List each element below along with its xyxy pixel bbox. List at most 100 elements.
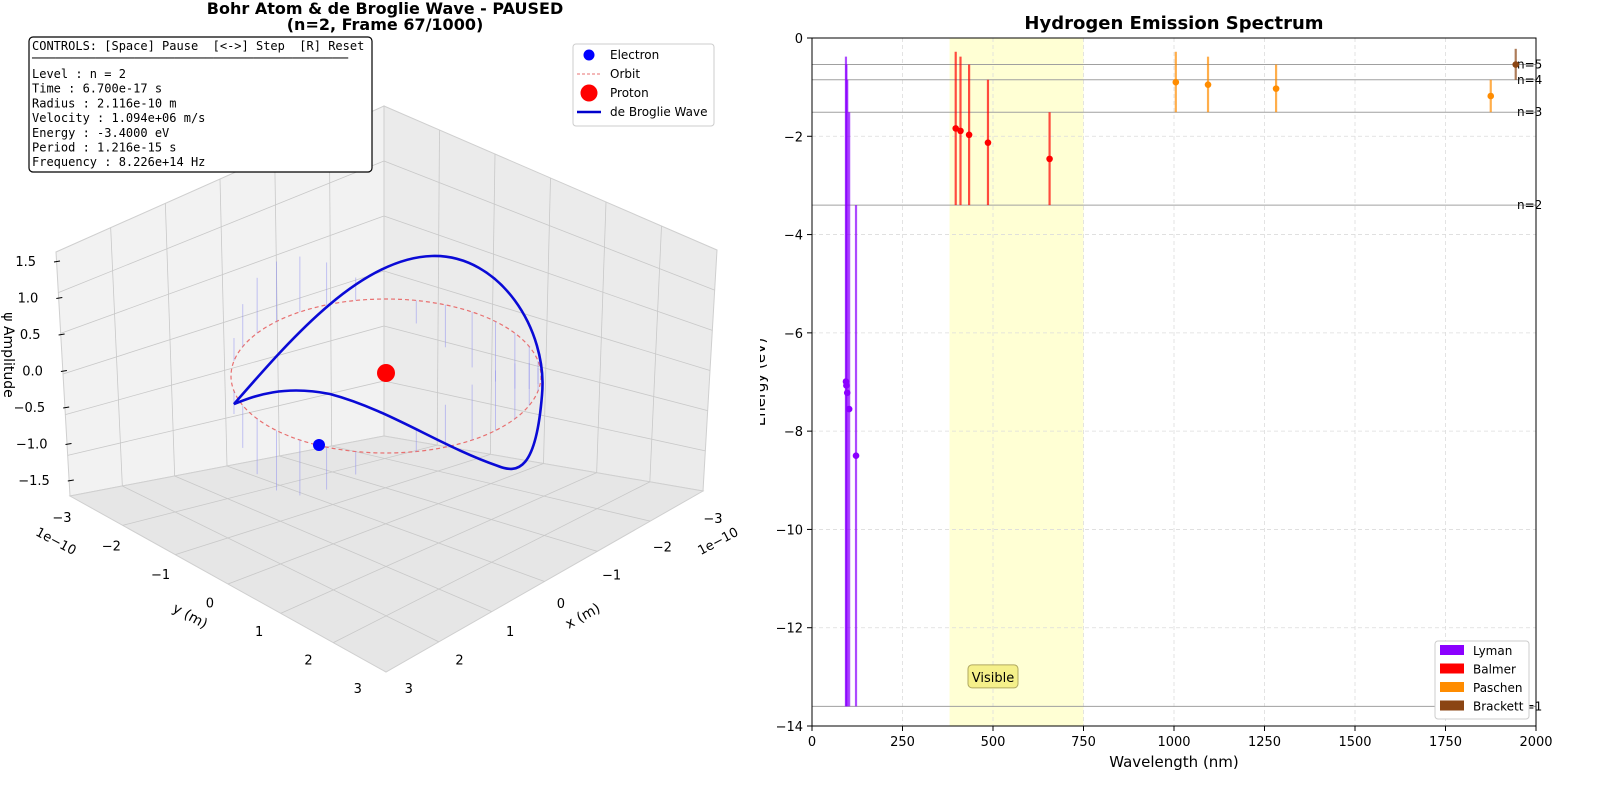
transition-marker (952, 125, 960, 132)
transition-marker (852, 452, 860, 460)
x-tick-label: −1 (602, 569, 621, 584)
svg-text:Electron: Electron (610, 48, 659, 62)
svg-text:Paschen: Paschen (1473, 681, 1523, 695)
bohr-3d-plot: Bohr Atom & de Broglie Wave - PAUSED (n=… (0, 0, 741, 697)
x-tick-label: 750 (1071, 735, 1096, 750)
y-tick-label: −8 (784, 425, 803, 440)
x-tick-label: 1 (506, 625, 514, 640)
visible-band (949, 38, 1084, 726)
z-tick-label: −1.5 (18, 474, 50, 489)
y-tick-label: 3 (354, 682, 362, 697)
svg-text:Brackett: Brackett (1473, 700, 1524, 714)
y-tick-label: −14 (776, 720, 803, 735)
svg-text:Visible: Visible (972, 671, 1014, 686)
x-tick-label: 3 (405, 682, 413, 697)
legend-item-orbit: Orbit (577, 67, 640, 81)
left-title-line1: Bohr Atom & de Broglie Wave - PAUSED (207, 0, 563, 18)
legend-item-lyman: Lyman (1440, 644, 1512, 658)
info-row: Energy : -3.4000 eV (32, 126, 169, 140)
info-row: Frequency : 8.226e+14 Hz (32, 155, 205, 169)
y-axis-ticks: −3 −2 −1 0 1 2 3 (52, 511, 362, 697)
legend-item-paschen: Paschen (1440, 681, 1523, 695)
pane-back-right (383, 105, 718, 492)
x-axis-ticks: −3 −2 −1 0 1 2 3 (405, 512, 723, 697)
energy-level-label: n=5 (1517, 58, 1542, 72)
y-tick-label: 0 (206, 597, 214, 612)
z-axis-ticks: 1.5 1.0 0.5 0.0 −0.5 −1.0 −1.5 (14, 255, 74, 489)
spectrum-ylabel: Energy (eV) (760, 338, 769, 426)
legend-item-electron: Electron (583, 48, 659, 62)
controls-info-box: CONTROLS: [Space] Pause [<->] Step [R] R… (28, 36, 373, 173)
x-tick-label: 2 (455, 654, 463, 669)
y-tick-label: −4 (784, 229, 803, 244)
x-tick-label: 250 (890, 735, 915, 750)
de-broglie-wave (233, 254, 544, 471)
spectrum-ticks: 0 250 500 750 1000 1250 1500 1750 2000 0 −2 −4 −6 −8 −… (776, 32, 1553, 750)
spectrum-title: Hydrogen Emission Spectrum (1024, 13, 1323, 34)
spectrum-legend: Lyman Balmer Paschen Brackett (1434, 640, 1530, 720)
proton-marker (377, 364, 395, 382)
y-tick-label: −10 (776, 523, 803, 538)
series-brackett (1512, 48, 1520, 80)
transition-marker (842, 378, 850, 385)
controls-rule: ──────────────────────────────────────── (31, 51, 349, 65)
energy-level-label: n=2 (1517, 198, 1542, 212)
y-tick-label: 0 (795, 32, 803, 47)
y-tick-label: 2 (304, 654, 312, 669)
legend-item-proton: Proton (580, 84, 649, 102)
electron-marker (313, 439, 325, 451)
info-row: Period : 1.216e-15 s (32, 141, 177, 155)
info-row: Level : n = 2 (32, 67, 126, 81)
y-axis-label: y (m) (170, 600, 210, 632)
x-tick-label: 0 (808, 735, 816, 750)
x-tick-label: 500 (981, 735, 1006, 750)
x-tick-label: 2000 (1519, 735, 1552, 750)
spectrum-chart: Hydrogen Emission Spectrum n=1n=2n=3n=4n… (751, 13, 1553, 771)
transition-marker (1204, 81, 1212, 88)
energy-level-label: n=3 (1517, 105, 1542, 119)
info-row: Time : 6.700e-17 s (32, 82, 162, 96)
series-paschen (1172, 51, 1495, 113)
z-axis-label: ψ Amplitude (0, 312, 16, 397)
spectrum-xlabel: Wavelength (nm) (1109, 753, 1239, 771)
x-tick-label: 1250 (1248, 735, 1281, 750)
x-tick-label: −2 (653, 540, 672, 555)
svg-text:Proton: Proton (610, 86, 649, 100)
bohr-atom-3d-panel: Bohr Atom & de Broglie Wave - PAUSED (n=… (0, 0, 780, 800)
controls-header: CONTROLS: [Space] Pause [<->] Step [R] R… (32, 39, 364, 53)
y-tick-label: 1 (255, 625, 263, 640)
svg-text:Balmer: Balmer (1473, 663, 1516, 677)
y-tick-label: −1 (151, 568, 170, 583)
z-tick-label: 0.5 (20, 328, 41, 343)
info-row: Velocity : 1.094e+06 m/s (32, 111, 205, 125)
y-tick-label: −3 (52, 511, 71, 526)
svg-text:de Broglie Wave: de Broglie Wave (610, 105, 707, 119)
energy-levels: n=1n=2n=3n=4n=5 (812, 58, 1542, 713)
legend-item-de-broglie-wave: de Broglie Wave (577, 105, 707, 119)
visible-annotation: Visible (967, 664, 1019, 689)
y-tick-label: −6 (784, 327, 803, 342)
z-tick-label: 1.5 (15, 255, 36, 270)
x-axis-label: x (m) (563, 600, 603, 632)
left-legend: Electron Orbit Proton de Broglie Wave (572, 43, 715, 127)
legend-item-balmer: Balmer (1440, 663, 1516, 677)
spectrum-grid (811, 37, 1537, 727)
transition-marker (1487, 92, 1495, 100)
emission-spectrum-panel: Hydrogen Emission Spectrum n=1 n=2 n=3 n=4 n… (751, 0, 1600, 800)
y-tick-label: −2 (102, 540, 121, 555)
series-balmer (952, 51, 1053, 206)
x-tick-label: 1500 (1338, 735, 1371, 750)
x-tick-label: 0 (557, 597, 565, 612)
z-tick-label: −1.0 (16, 438, 48, 453)
transition-marker (1172, 78, 1180, 86)
transition-marker (1512, 61, 1520, 68)
legend-item-brackett: Brackett (1440, 700, 1524, 714)
y-tick-label: −12 (776, 622, 803, 637)
transition-marker (984, 139, 992, 146)
transition-marker (1046, 155, 1053, 163)
z-tick-label: −0.5 (14, 401, 46, 416)
x-tick-label: 1750 (1429, 735, 1462, 750)
y-axis-offset: 1e−10 (33, 525, 79, 559)
series-lyman (842, 56, 860, 707)
